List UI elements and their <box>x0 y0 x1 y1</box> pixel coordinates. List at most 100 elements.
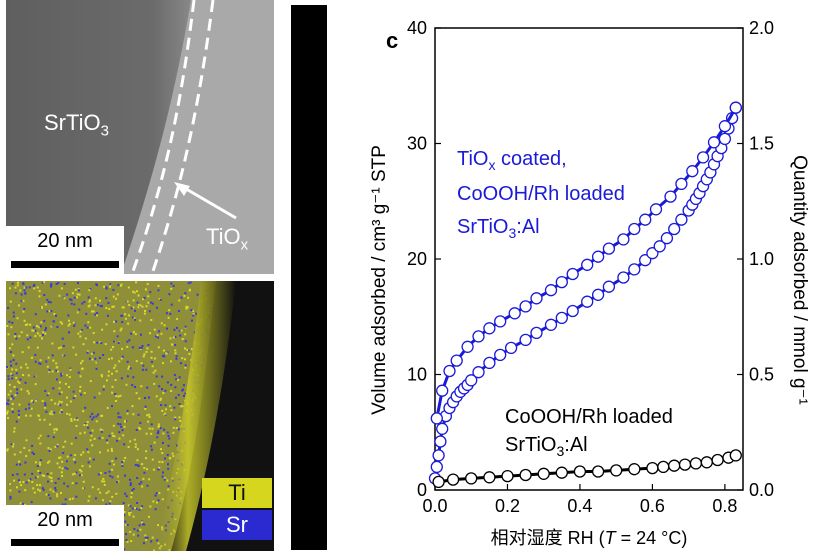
eds-dot <box>153 328 156 331</box>
eds-dot <box>130 492 133 495</box>
series-point-1 <box>718 120 732 133</box>
eds-dot <box>80 474 83 477</box>
x-tick-label: 0.2 <box>495 496 520 516</box>
eds-dot <box>68 319 70 322</box>
eds-dot <box>47 392 50 395</box>
eds-dot <box>132 331 135 334</box>
eds-dot <box>100 430 103 433</box>
eds-dot <box>12 359 15 361</box>
eds-dot <box>66 396 68 399</box>
eds-dot <box>10 443 13 446</box>
eds-dot <box>121 461 124 464</box>
eds-dot <box>69 367 72 370</box>
eds-dot <box>101 414 104 417</box>
eds-dot <box>105 287 108 290</box>
eds-dot <box>38 362 41 365</box>
eds-dot <box>135 360 138 363</box>
eds-dot <box>116 481 119 484</box>
eds-dot <box>148 427 151 430</box>
eds-dot <box>89 326 92 329</box>
eds-dot <box>27 479 30 482</box>
eds-dot <box>132 299 135 302</box>
eds-dot <box>47 356 50 359</box>
eds-dot <box>101 480 104 483</box>
eds-dot <box>145 450 148 453</box>
eds-dot <box>185 307 188 310</box>
eds-dot <box>97 488 100 491</box>
eds-dot <box>129 530 132 533</box>
eds-dot <box>102 499 104 502</box>
x-axis-label: 相对湿度 RH (T = 24 °C) <box>491 528 688 548</box>
eds-dot <box>71 482 74 485</box>
eds-dot <box>140 333 142 336</box>
eds-dot <box>23 473 26 476</box>
eds-dot <box>118 431 121 434</box>
eds-dot <box>12 315 15 318</box>
eds-dot <box>137 413 140 416</box>
eds-dot <box>101 429 104 432</box>
eds-dot <box>74 461 77 464</box>
eds-dot <box>28 286 31 289</box>
eds-dot <box>59 321 62 324</box>
series-point-1 <box>617 233 630 246</box>
series-point-1 <box>591 250 605 263</box>
eds-dot <box>100 305 103 308</box>
eds-dot <box>170 282 173 285</box>
eds-dot <box>175 396 177 399</box>
eds-dot <box>129 482 132 485</box>
eds-dot <box>175 427 178 429</box>
eds-dot <box>105 307 108 309</box>
eds-dot <box>51 342 54 345</box>
eds-dot <box>129 367 132 370</box>
eds-dot <box>57 477 60 480</box>
eds-dot <box>27 346 30 349</box>
eds-dot <box>40 321 43 324</box>
eds-dot <box>132 290 134 293</box>
series-point-1 <box>696 151 710 164</box>
eds-dot <box>155 335 157 338</box>
eds-dot <box>74 436 77 439</box>
eds-dot <box>42 331 45 334</box>
eds-dot <box>87 499 90 502</box>
eds-dot <box>143 312 146 315</box>
eds-dot <box>32 487 35 490</box>
eds-dot <box>119 329 122 332</box>
eds-dot <box>49 301 52 304</box>
eds-dot <box>176 379 179 381</box>
eds-dot <box>175 355 178 358</box>
eds-dot <box>112 295 115 298</box>
eds-dot <box>106 314 109 317</box>
eds-dot <box>172 455 175 458</box>
eds-dot <box>79 432 82 435</box>
eds-dot <box>21 502 24 505</box>
eds-dot <box>124 520 127 523</box>
eds-dot <box>28 449 31 452</box>
eds-dot <box>134 443 137 446</box>
eds-dot <box>77 282 79 284</box>
eds-dot <box>121 464 124 467</box>
eds-dot <box>170 287 173 290</box>
eds-dot <box>113 435 116 438</box>
eds-dot <box>156 436 159 439</box>
eds-dot <box>39 442 42 445</box>
eds-dot <box>145 305 148 308</box>
eds-dot <box>81 360 84 363</box>
eds-dot <box>139 319 142 322</box>
eds-dot <box>54 489 57 492</box>
eds-dot <box>34 383 37 386</box>
eds-dot <box>179 405 182 408</box>
eds-dot <box>80 393 82 396</box>
eds-dot <box>150 360 153 363</box>
eds-dot <box>113 366 116 369</box>
eds-dot <box>111 405 113 408</box>
eds-dot <box>89 431 92 434</box>
eds-dot <box>11 343 14 346</box>
eds-dot <box>196 293 199 296</box>
eds-dot <box>52 359 55 362</box>
eds-dot <box>111 449 113 452</box>
eds-dot <box>7 403 10 406</box>
eds-dot <box>132 515 135 518</box>
eds-dot <box>77 289 80 292</box>
eds-dot <box>110 357 113 360</box>
eds-dot <box>113 320 115 323</box>
